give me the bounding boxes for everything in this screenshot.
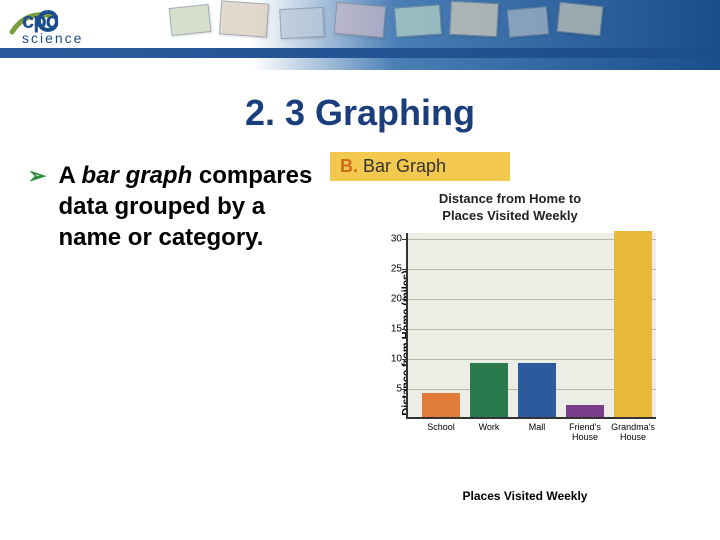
bar <box>518 363 556 417</box>
x-tick-label: School <box>418 423 464 433</box>
x-tick-label: Grandma'sHouse <box>610 423 656 443</box>
bullet-block: ➢ A bar graph compares data grouped by a… <box>10 152 330 503</box>
x-tick-label: Friend'sHouse <box>562 423 608 443</box>
y-tick <box>402 239 408 240</box>
bullet-text: A bar graph compares data grouped by a n… <box>58 160 330 254</box>
chart-title: Distance from Home to Places Visited Wee… <box>330 191 690 225</box>
bar <box>566 405 604 417</box>
chart-area: Distance from Home (miles) 51015202530Sc… <box>382 233 662 453</box>
y-tick <box>402 299 408 300</box>
y-tick-label: 25 <box>384 263 402 274</box>
chart-header: B. Bar Graph <box>330 152 510 181</box>
logo-text-bottom: science <box>22 30 83 46</box>
x-tick-label: Mall <box>514 423 560 433</box>
content-row: ➢ A bar graph compares data grouped by a… <box>0 152 720 503</box>
y-tick-label: 15 <box>384 323 402 334</box>
chart-title-line1: Distance from Home to <box>439 191 581 206</box>
bar <box>422 393 460 417</box>
bar <box>614 231 652 417</box>
y-tick-label: 10 <box>384 353 402 364</box>
y-tick <box>402 329 408 330</box>
slide-header: cpo science <box>0 0 720 70</box>
bullet-lead: A <box>58 162 81 189</box>
y-tick-label: 20 <box>384 293 402 304</box>
y-tick <box>402 359 408 360</box>
chart-block: B. Bar Graph Distance from Home to Place… <box>330 152 690 503</box>
chart-plot: 51015202530SchoolWorkMallFriend'sHouseGr… <box>406 233 656 419</box>
chart-header-letter: B. <box>340 156 358 176</box>
header-collage <box>160 0 620 48</box>
x-tick-label: Work <box>466 423 512 433</box>
y-tick-label: 30 <box>384 233 402 244</box>
y-tick-label: 5 <box>384 383 402 394</box>
chart-title-line2: Places Visited Weekly <box>442 208 577 223</box>
y-tick <box>402 389 408 390</box>
chart-header-label: Bar Graph <box>363 156 446 176</box>
bullet-arrow-icon: ➢ <box>28 162 46 191</box>
y-tick <box>402 269 408 270</box>
bar <box>470 363 508 417</box>
bullet-term: bar graph <box>82 162 193 189</box>
slide-title: 2. 3 Graphing <box>0 92 720 134</box>
x-axis-label: Places Visited Weekly <box>360 489 690 503</box>
